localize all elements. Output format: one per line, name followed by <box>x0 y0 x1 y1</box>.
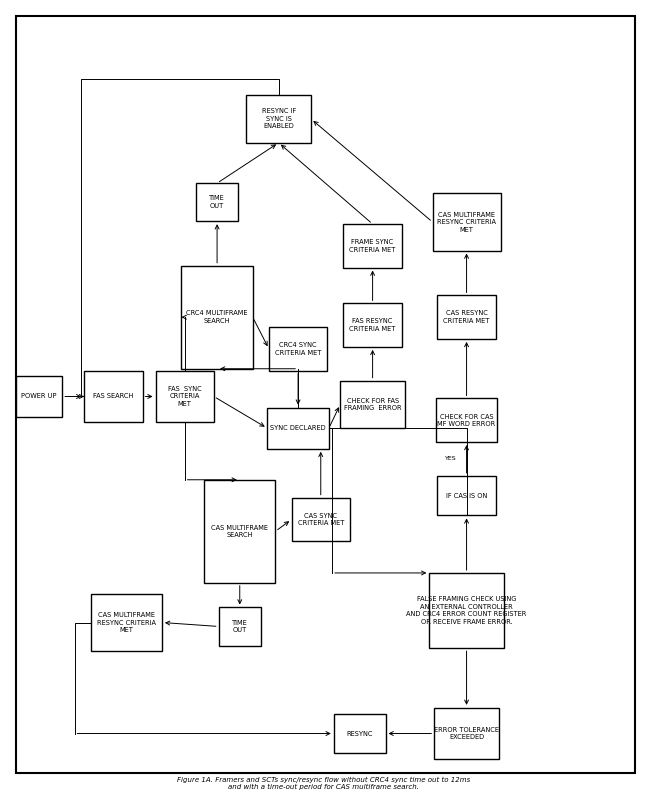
Bar <box>269 327 327 370</box>
Text: CAS SYNC
CRITERIA MET: CAS SYNC CRITERIA MET <box>297 512 344 527</box>
Bar <box>91 594 162 651</box>
Bar <box>246 95 311 143</box>
Text: RESYNC IF
SYNC IS
ENABLED: RESYNC IF SYNC IS ENABLED <box>262 109 295 129</box>
Bar <box>292 498 350 542</box>
Text: CAS RESYNC
CRITERIA MET: CAS RESYNC CRITERIA MET <box>443 310 490 324</box>
Text: YES: YES <box>445 457 456 462</box>
Bar <box>84 371 143 422</box>
Text: FRAME SYNC
CRITERIA MET: FRAME SYNC CRITERIA MET <box>349 239 396 253</box>
Text: FAS  SYNC
CRITERIA
MET: FAS SYNC CRITERIA MET <box>168 386 202 407</box>
Bar <box>156 371 214 422</box>
Bar <box>343 224 402 268</box>
Text: TIME
OUT: TIME OUT <box>232 619 248 634</box>
Bar <box>437 295 496 339</box>
Bar <box>340 381 405 428</box>
Text: TIME
OUT: TIME OUT <box>209 195 225 209</box>
Bar <box>16 376 62 417</box>
Bar <box>267 408 329 449</box>
Bar <box>204 480 275 583</box>
Text: FALSE FRAMING CHECK USING
AN EXTERNAL CONTROLLER
AND CRC4 ERROR COUNT REGISTER
O: FALSE FRAMING CHECK USING AN EXTERNAL CO… <box>406 596 527 625</box>
Bar <box>334 714 386 753</box>
Bar <box>343 303 402 347</box>
Text: Figure 1A. Framers and SCTs sync/resync flow without CRC4 sync time out to 12ms
: Figure 1A. Framers and SCTs sync/resync … <box>178 777 470 790</box>
Bar <box>435 398 498 442</box>
Text: SYNC DECLARED: SYNC DECLARED <box>270 425 326 431</box>
Text: FAS RESYNC
CRITERIA MET: FAS RESYNC CRITERIA MET <box>349 318 396 332</box>
Bar <box>437 476 496 515</box>
Text: CHECK FOR FAS
FRAMING  ERROR: CHECK FOR FAS FRAMING ERROR <box>344 397 401 412</box>
Text: CRC4 SYNC
CRITERIA MET: CRC4 SYNC CRITERIA MET <box>275 342 321 356</box>
Text: CHECK FOR CAS
MF WORD ERROR: CHECK FOR CAS MF WORD ERROR <box>437 413 496 427</box>
Text: CRC4 MULTIFRAME
SEARCH: CRC4 MULTIFRAME SEARCH <box>187 310 248 324</box>
Text: POWER UP: POWER UP <box>21 393 56 400</box>
Bar <box>181 266 253 369</box>
Text: CAS MULTIFRAME
RESYNC CRITERIA
MET: CAS MULTIFRAME RESYNC CRITERIA MET <box>437 212 496 232</box>
Text: CAS MULTIFRAME
SEARCH: CAS MULTIFRAME SEARCH <box>211 524 268 538</box>
Text: FAS SEARCH: FAS SEARCH <box>93 393 133 400</box>
Bar <box>429 573 504 649</box>
Bar <box>434 707 499 760</box>
Bar <box>432 193 500 251</box>
Text: CAS MULTIFRAME
RESYNC CRITERIA
MET: CAS MULTIFRAME RESYNC CRITERIA MET <box>97 612 156 633</box>
Text: RESYNC: RESYNC <box>347 730 373 737</box>
Bar <box>219 607 261 646</box>
Text: ERROR TOLERANCE
EXCEEDED: ERROR TOLERANCE EXCEEDED <box>434 726 499 741</box>
Bar <box>196 183 238 221</box>
Text: IF CAS IS ON: IF CAS IS ON <box>446 492 487 499</box>
